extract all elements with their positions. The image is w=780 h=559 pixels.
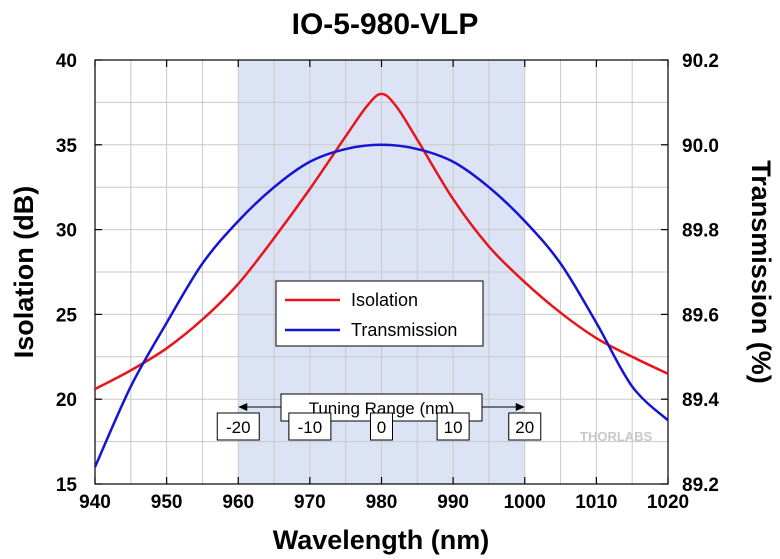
y-tick-label: 35 bbox=[56, 136, 78, 157]
y-tick-label: 30 bbox=[56, 221, 77, 242]
axis-ticks: 940 950 960 970 980 990 1000 1010 10201520253035… bbox=[56, 51, 720, 513]
tuning-offset-box bbox=[436, 412, 470, 441]
legend-label-isolation: Isolation bbox=[351, 290, 418, 310]
series-layer bbox=[93, 92, 669, 468]
x-tick-label: 1010 bbox=[575, 492, 617, 513]
y-tick-label: 15 bbox=[56, 475, 78, 496]
x-tick-label: 980 bbox=[366, 492, 398, 513]
tuning-range-arrowhead-right bbox=[515, 403, 525, 411]
annotation-layer: Tuning Range (nm) -20 -10 0 10 20 bbox=[216, 393, 542, 441]
y-tick-label: 25 bbox=[56, 305, 78, 326]
y2-tick-label: 90.2 bbox=[682, 51, 719, 72]
tuning-offset-label: 0 bbox=[377, 418, 386, 437]
y2-tick-label: 89.6 bbox=[682, 305, 719, 326]
tuning-range-label: Tuning Range (nm) bbox=[309, 399, 455, 418]
y2-tick-label: 89.8 bbox=[682, 221, 719, 242]
series-line-transmission bbox=[93, 143, 669, 468]
tuning-offset-box bbox=[288, 412, 332, 441]
x-tick-label: 1000 bbox=[504, 492, 546, 513]
tuning-range-arrowhead-left bbox=[238, 403, 248, 411]
y2-tick-label: 89.2 bbox=[682, 475, 719, 496]
tuning-offset-box bbox=[216, 412, 260, 441]
legend-label-transmission: Transmission bbox=[351, 320, 457, 340]
chart-title: IO-5-980-VLP bbox=[292, 8, 479, 41]
legend: Isolation Transmission bbox=[275, 280, 484, 347]
x-tick-label: 1020 bbox=[647, 492, 689, 513]
x-axis-label: Wavelength (nm) bbox=[273, 525, 490, 555]
x-tick-label: 940 bbox=[79, 492, 111, 513]
x-tick-label: 990 bbox=[437, 492, 469, 513]
tuning-offset-box bbox=[508, 412, 542, 441]
tuning-offset-box bbox=[370, 412, 393, 441]
watermark-logo: THORLABS bbox=[580, 429, 653, 444]
y-axis-label: Isolation (dB) bbox=[9, 186, 39, 358]
y-tick-label: 40 bbox=[56, 51, 77, 72]
tuning-offset-label: 20 bbox=[515, 418, 534, 437]
legend-box bbox=[275, 280, 484, 347]
x-tick-label: 960 bbox=[222, 492, 254, 513]
y-tick-label: 20 bbox=[56, 390, 77, 411]
tuning-offset-label: -20 bbox=[226, 418, 251, 437]
y2-tick-label: 90.0 bbox=[682, 136, 719, 157]
tuning-offset-label: 10 bbox=[444, 418, 463, 437]
tuning-offset-label: -10 bbox=[298, 418, 323, 437]
x-tick-label: 970 bbox=[294, 492, 326, 513]
y2-axis-label: Transmission (%) bbox=[746, 160, 776, 384]
series-line-isolation bbox=[94, 92, 669, 391]
y2-tick-label: 89.4 bbox=[682, 390, 719, 411]
x-tick-label: 950 bbox=[151, 492, 183, 513]
plot-area: 940 950 960 970 980 990 1000 1010 10201520253035… bbox=[56, 51, 720, 513]
